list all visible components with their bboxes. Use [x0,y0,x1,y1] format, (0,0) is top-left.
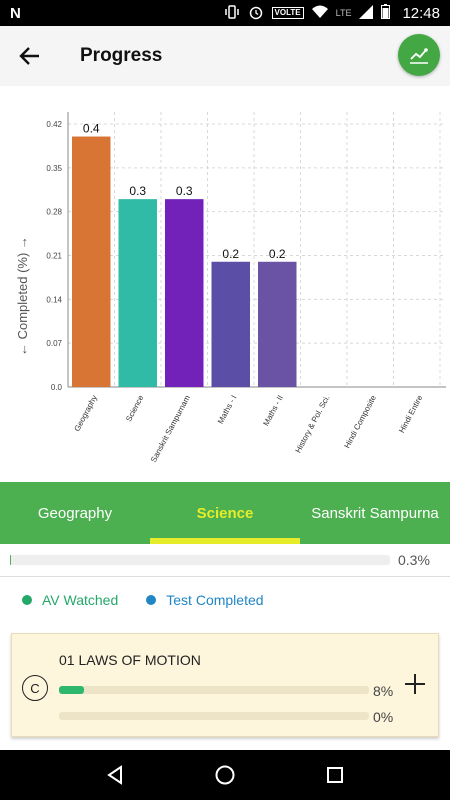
y-tick-label: 0.21 [46,252,62,261]
tab-geography[interactable]: Geography [37,504,113,522]
x-tick-label: Sanskrit Sampurnam [149,393,192,463]
expand-button[interactable] [400,672,430,702]
volte-badge: VOLTE [271,7,304,19]
app-bar: Progress [0,26,450,86]
overall-progress-percent: 0.3% [398,552,430,568]
divider [0,576,450,577]
x-tick-label: Geography [72,394,99,433]
circle-home-icon [215,765,235,785]
av-progress-fill [59,686,84,694]
chart-toggle-button[interactable] [398,34,440,76]
network-type: LTE [335,8,352,18]
av-progress-percent: 8% [373,683,394,699]
y-tick-label: 0.42 [46,120,62,129]
bar-science [118,199,157,387]
overall-progress-fill [10,555,12,565]
system-nav-bar [0,750,450,800]
nav-recents-button[interactable] [315,755,355,795]
overall-progress-track [10,555,390,565]
triangle-back-icon [107,765,122,785]
test-progress-track [59,712,369,720]
page-title: Progress [80,45,163,66]
data-label: 0.4 [83,122,100,136]
y-tick-label: 0.28 [46,208,62,217]
overall-progress: 0.3% [10,551,440,569]
battery-icon [381,4,391,22]
bar-geography [72,136,111,387]
tab-sanskrit-sampurna[interactable]: Sanskrit Sampurna [311,504,439,522]
progress-chart: 0.0 0.07 0.14 0.21 0.28 0.35 0.42 0.4 Geography 0… [0,86,450,481]
nav-back-button[interactable] [95,755,135,795]
data-label: 0.2 [269,247,286,261]
clock: 12:48 [402,4,440,22]
subject-tabs: Geography Science Sanskrit Sampurna [0,482,450,544]
data-label: 0.3 [129,184,146,198]
y-tick-label: 0.0 [51,383,63,392]
notification-n-icon: N [10,4,21,22]
nav-home-button[interactable] [205,755,245,795]
legend-test-completed-label: Test Completed [166,592,264,608]
arrow-back-icon [19,47,39,65]
chapter-title: 01 LAWS OF MOTION [59,652,201,668]
x-tick-label: Science [124,393,146,423]
x-tick-label: Maths - I [216,394,239,426]
chapter-type-badge: C [22,675,48,701]
status-icons: VOLTE LTE 12:48 [224,4,440,23]
legend-av-watched: AV Watched [22,592,118,608]
plus-icon [405,674,425,694]
bar-chart: 0.0 0.07 0.14 0.21 0.28 0.35 0.42 0.4 Geography 0… [46,112,446,464]
data-label: 0.3 [176,184,193,198]
bar-maths-i [211,261,250,387]
legend-test-completed: Test Completed [146,592,264,608]
data-label: 0.2 [222,247,239,261]
signal-icon [359,4,374,22]
test-completed-dot-icon [146,595,157,605]
y-tick-label: 0.14 [46,295,62,304]
bar-sanskrit-sampurnam [165,199,204,387]
square-recents-icon [327,767,343,783]
bar-maths-ii [258,261,297,387]
av-watched-dot-icon [22,595,32,605]
test-progress-percent: 0% [373,709,394,725]
vibrate-icon [224,4,240,22]
y-axis-label: ← Completed (%) → [15,236,30,356]
alarm-icon [248,4,264,23]
legend: AV Watched Test Completed [22,592,264,608]
y-tick-label: 0.35 [46,164,62,173]
chapter-card[interactable]: C 01 LAWS OF MOTION 8% 0% [11,633,439,737]
tab-science[interactable]: Science [150,482,300,544]
x-tick-label: History & Pol. Sci. [294,394,332,455]
wifi-icon [311,5,328,22]
trend-chart-icon [410,48,428,64]
y-tick-label: 0.07 [46,339,62,348]
x-tick-label: Hindi Entire [397,393,425,434]
status-bar: N VOLTE LTE 12:48 [0,0,450,26]
back-button[interactable] [10,36,50,76]
legend-av-watched-label: AV Watched [42,592,119,608]
x-tick-label: Maths - II [261,394,285,428]
x-tick-label: Hindi Composite [343,393,379,450]
av-progress-track [59,686,369,694]
